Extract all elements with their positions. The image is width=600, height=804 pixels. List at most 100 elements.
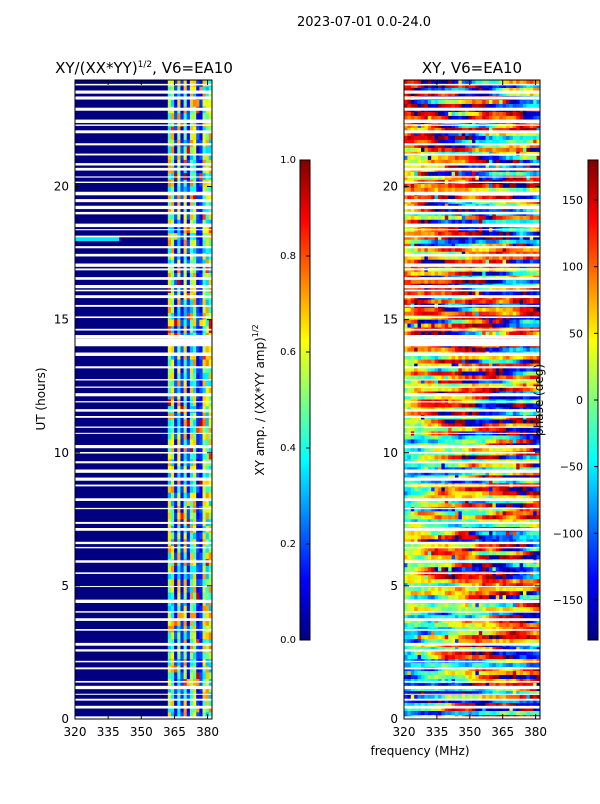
right-heatmap-cell — [472, 112, 476, 116]
left-heatmap-cell — [177, 346, 180, 353]
right-heatmap-cell — [503, 308, 507, 312]
left-heatmap-cell — [193, 533, 196, 540]
right-heatmap-cell — [479, 240, 483, 244]
right-heatmap-cell — [503, 248, 507, 252]
right-heatmap-cell — [479, 136, 483, 140]
right-heatmap-cell — [486, 272, 490, 276]
left-heatmap-cell — [199, 133, 202, 140]
right-heatmap-cell — [526, 260, 530, 264]
left-heatmap-cell — [196, 506, 199, 513]
right-heatmap-cell — [435, 136, 439, 140]
left-heatmap-cell — [184, 646, 187, 653]
right-heatmap-cell — [452, 372, 456, 376]
left-heatmap-cell — [180, 692, 183, 699]
right-heatmap-cell — [503, 372, 507, 376]
left-heatmap-cell — [196, 652, 199, 659]
right-heatmap-cell — [414, 324, 418, 328]
right-heatmap-cell — [509, 320, 513, 324]
right-heatmap-cell — [421, 360, 425, 364]
left-heatmap-cell — [190, 80, 193, 87]
right-heatmap-cell — [407, 136, 411, 140]
left-heatmap-cell — [180, 419, 183, 426]
left-gap-row — [75, 91, 212, 94]
left-heatmap-cell — [196, 240, 199, 247]
right-heatmap-cell — [418, 411, 422, 415]
right-heatmap-cell — [513, 260, 517, 264]
right-heatmap-cell — [421, 388, 425, 392]
x-tick-label: 365 — [163, 725, 186, 739]
right-heatmap-cell — [418, 216, 422, 220]
right-heatmap-cell — [533, 240, 537, 244]
right-heatmap-cell — [516, 148, 520, 152]
right-heatmap-cell — [499, 260, 503, 264]
left-heatmap-cell — [184, 346, 187, 353]
left-heatmap-cell — [203, 373, 206, 380]
right-heatmap-cell — [424, 184, 428, 188]
right-heatmap-cell — [475, 156, 479, 160]
left-heatmap-cell — [168, 566, 171, 573]
right-heatmap-cell — [418, 172, 422, 176]
right-heatmap-cell — [516, 104, 520, 108]
right-heatmap-cell — [462, 348, 466, 352]
right-heatmap-cell — [509, 100, 513, 104]
right-heatmap-cell — [411, 220, 415, 224]
right-heatmap-cell — [530, 280, 534, 284]
right-heatmap-cell — [492, 324, 496, 328]
left-heatmap-cell — [187, 400, 190, 407]
left-heatmap-cell — [171, 147, 174, 154]
right-heatmap-cell — [509, 260, 513, 264]
left-heatmap-cell — [193, 419, 196, 426]
right-heatmap-cell — [458, 403, 462, 407]
right-heatmap-cell — [472, 188, 476, 192]
right-heatmap-cell — [506, 156, 510, 160]
left-heatmap-cell — [206, 373, 209, 380]
right-heatmap-cell — [513, 104, 517, 108]
right-heatmap-cell — [441, 388, 445, 392]
right-heatmap-cell — [472, 348, 476, 352]
right-heatmap-cell — [462, 240, 466, 244]
right-heatmap-cell — [458, 232, 462, 236]
left-heatmap-cell — [190, 419, 193, 426]
right-heatmap-cell — [418, 403, 422, 407]
right-heatmap-cell — [503, 300, 507, 304]
right-heatmap-cell — [506, 348, 510, 352]
right-heatmap-cell — [530, 324, 534, 328]
right-heatmap-cell — [520, 220, 524, 224]
right-heatmap-cell — [435, 411, 439, 415]
left-heatmap-cell — [171, 113, 174, 120]
left-heatmap-cell — [199, 240, 202, 247]
left-heatmap-cell — [174, 593, 177, 600]
left-heatmap-cell — [180, 632, 183, 639]
right-heatmap-cell — [418, 372, 422, 376]
left-gap-row — [75, 667, 212, 669]
right-heatmap-cell — [475, 216, 479, 220]
left-heatmap-cell — [168, 646, 171, 653]
right-heatmap-cell — [496, 300, 500, 304]
left-gap-band — [75, 338, 212, 346]
right-heatmap-cell — [445, 248, 449, 252]
right-heatmap-cell — [496, 80, 500, 84]
right-heatmap-cell — [441, 184, 445, 188]
right-heatmap-cell — [465, 324, 469, 328]
right-heatmap-cell — [486, 232, 490, 236]
right-heatmap-cell — [448, 104, 452, 108]
right-heatmap-cell — [414, 156, 418, 160]
right-heatmap-cell — [407, 188, 411, 192]
left-heatmap-cell — [184, 100, 187, 107]
right-heatmap-cell — [411, 136, 415, 140]
right-heatmap-cell — [486, 260, 490, 264]
right-heatmap-cell — [530, 308, 534, 312]
right-heatmap-cell — [492, 372, 496, 376]
right-heatmap-cell — [452, 100, 456, 104]
left-heatmap-cell — [206, 672, 209, 679]
left-gap-row — [75, 409, 212, 412]
left-heatmap-cell — [187, 360, 190, 367]
right-heatmap-cell — [479, 372, 483, 376]
right-heatmap-cell — [486, 419, 490, 423]
right-heatmap-cell — [414, 80, 418, 84]
right-heatmap-cell — [472, 148, 476, 152]
right-heatmap-cell — [455, 172, 459, 176]
right-heatmap-cell — [411, 348, 415, 352]
right-heatmap-cell — [469, 372, 473, 376]
right-heatmap-cell — [496, 360, 500, 364]
